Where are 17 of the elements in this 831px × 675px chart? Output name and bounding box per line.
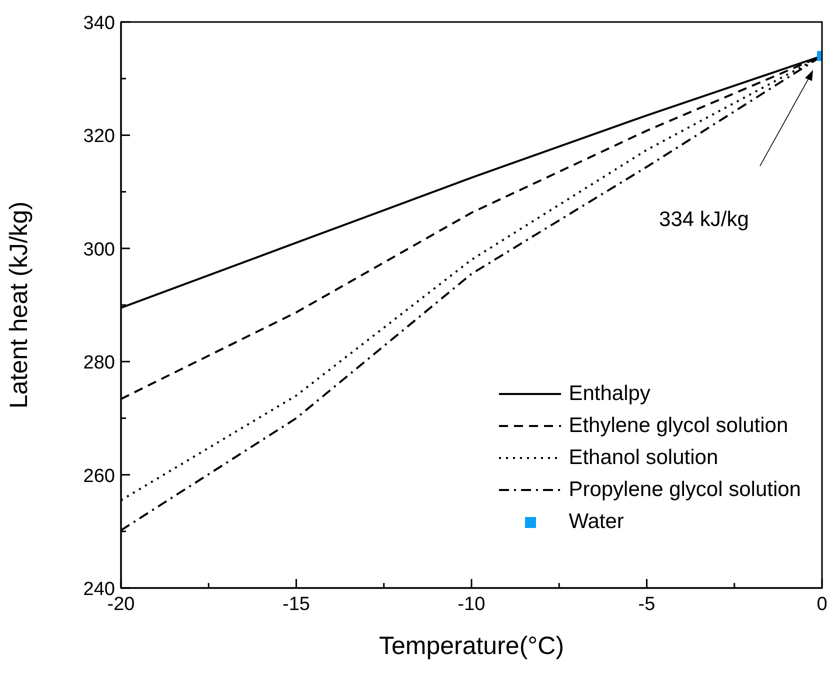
legend-label: Ethanol solution [568,446,718,470]
y-tick-label: 280 [83,352,115,374]
legend-label: Water [568,510,624,534]
y-tick-label: 260 [83,466,115,487]
y-axis-title: Latent heat (kJ/kg) [4,201,33,409]
y-tick-label: 300 [83,239,115,260]
legend-label: Ethylene glycol solution [568,414,788,438]
x-tick-label: 0 [816,594,828,615]
x-tick-label: -10 [458,594,486,615]
legend-label: Enthalpy [568,382,650,406]
y-tick-label: 340 [83,13,115,34]
x-tick-label: -5 [638,594,656,615]
annotation: 334 kJ/kg [659,208,749,231]
legend-label: Propylene glycol solution [568,478,801,502]
y-tick-label: 320 [83,126,115,148]
x-tick-label: -15 [282,594,310,615]
x-axis-title: Temperature(°C) [378,632,564,660]
